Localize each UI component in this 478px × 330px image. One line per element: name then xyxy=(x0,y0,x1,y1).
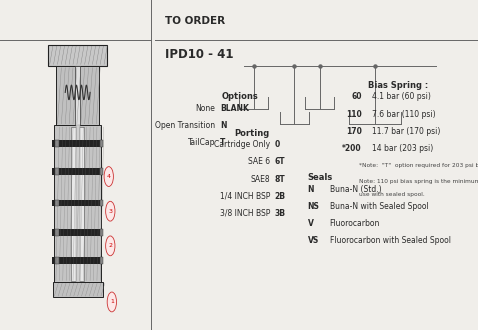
Bar xyxy=(70,125,86,139)
Bar xyxy=(53,282,102,297)
Bar xyxy=(72,127,84,280)
Text: Cartridge Only: Cartridge Only xyxy=(214,140,270,149)
Text: 3: 3 xyxy=(109,209,112,214)
Text: Options: Options xyxy=(221,92,258,101)
Bar xyxy=(56,66,99,125)
Bar xyxy=(100,257,103,264)
Text: 11.7 bar (170 psi): 11.7 bar (170 psi) xyxy=(371,127,440,136)
Circle shape xyxy=(106,201,115,221)
Text: Buna-N (Std.): Buna-N (Std.) xyxy=(330,185,381,194)
Bar xyxy=(52,168,103,175)
Bar xyxy=(55,168,59,175)
Text: 60: 60 xyxy=(351,92,362,101)
Text: Bias Spring :: Bias Spring : xyxy=(368,81,429,90)
Text: 14 bar (203 psi): 14 bar (203 psi) xyxy=(371,144,433,153)
Bar xyxy=(75,66,80,142)
Circle shape xyxy=(107,292,117,312)
Text: NS: NS xyxy=(308,202,319,211)
Text: V: V xyxy=(308,219,314,228)
Text: Note: 110 psi bias spring is the minimum required for: Note: 110 psi bias spring is the minimum… xyxy=(358,179,478,183)
Bar xyxy=(52,140,103,147)
Text: Open Transition: Open Transition xyxy=(155,121,215,130)
Text: 2B: 2B xyxy=(275,192,286,201)
Circle shape xyxy=(106,236,115,256)
Bar xyxy=(100,200,103,206)
Text: Fluorocarbon with Sealed Spool: Fluorocarbon with Sealed Spool xyxy=(330,236,451,245)
Text: 3/8 INCH BSP: 3/8 INCH BSP xyxy=(219,209,270,218)
Text: 1: 1 xyxy=(110,299,114,305)
Text: 110: 110 xyxy=(346,110,362,118)
Text: 4: 4 xyxy=(107,174,111,179)
Text: 4.1 bar (60 psi): 4.1 bar (60 psi) xyxy=(371,92,430,101)
Text: Fluorocarbon: Fluorocarbon xyxy=(330,219,380,228)
Text: BLANK: BLANK xyxy=(220,104,249,113)
Text: 6T: 6T xyxy=(275,157,285,166)
Bar xyxy=(100,168,103,175)
Bar xyxy=(100,229,103,236)
Bar xyxy=(55,229,59,236)
Bar xyxy=(54,125,101,282)
Text: TailCap: TailCap xyxy=(187,138,215,147)
Bar xyxy=(52,257,103,264)
Text: Buna-N with Sealed Spool: Buna-N with Sealed Spool xyxy=(330,202,428,211)
Text: 2: 2 xyxy=(109,243,112,248)
Bar xyxy=(55,200,59,206)
Text: N: N xyxy=(220,121,227,130)
Bar xyxy=(76,125,79,282)
Text: *200: *200 xyxy=(342,144,362,153)
Text: 8T: 8T xyxy=(275,175,285,183)
Text: 3B: 3B xyxy=(275,209,286,218)
Text: Seals: Seals xyxy=(307,173,332,182)
Text: use with sealed spool.: use with sealed spool. xyxy=(358,192,424,197)
Text: TO ORDER: TO ORDER xyxy=(165,16,225,26)
Text: SAE8: SAE8 xyxy=(250,175,270,183)
Bar xyxy=(55,140,59,147)
Text: 0: 0 xyxy=(275,140,280,149)
Bar xyxy=(55,257,59,264)
Text: *Note:  "T"  option required for 203 psi bias spring: *Note: "T" option required for 203 psi b… xyxy=(358,163,478,168)
Bar xyxy=(48,45,107,66)
Text: N: N xyxy=(308,185,314,194)
Circle shape xyxy=(104,167,113,186)
Text: VS: VS xyxy=(308,236,319,245)
Text: T: T xyxy=(220,138,225,147)
Bar xyxy=(100,140,103,147)
Text: None: None xyxy=(195,104,215,113)
Text: SAE 6: SAE 6 xyxy=(248,157,270,166)
Text: IPD10 - 41: IPD10 - 41 xyxy=(165,48,234,61)
Text: 1/4 INCH BSP: 1/4 INCH BSP xyxy=(219,192,270,201)
Bar xyxy=(52,229,103,236)
Text: 170: 170 xyxy=(346,127,362,136)
Text: Porting: Porting xyxy=(235,129,270,138)
Bar xyxy=(52,200,103,206)
Text: 7.6 bar (110 psi): 7.6 bar (110 psi) xyxy=(371,110,435,118)
